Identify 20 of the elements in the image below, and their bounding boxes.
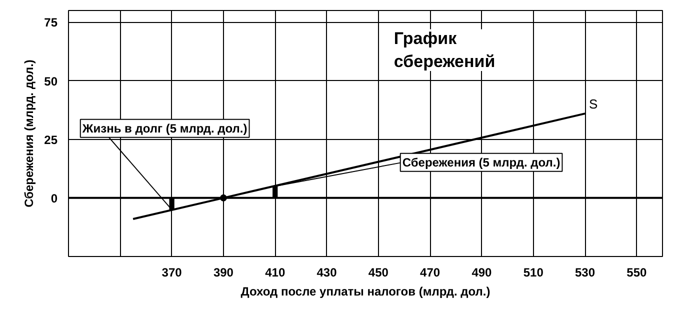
text: График сбережений xyxy=(394,29,496,72)
y-tick-label: 25 xyxy=(44,132,58,147)
annotation: Жизнь в долг (5 млрд. дол.) xyxy=(81,121,248,136)
x-tick-label: 550 xyxy=(626,266,648,280)
y-tick-label: 75 xyxy=(44,16,58,30)
x-tick-label: 450 xyxy=(368,266,389,280)
y-tick-label: 50 xyxy=(44,74,58,88)
y-tick-label: 0 xyxy=(50,191,58,206)
x-axis-title: Доход после уплаты налогов (млрд. дол.) xyxy=(240,284,490,298)
x-tick-label: 410 xyxy=(265,266,286,280)
series-label: S xyxy=(589,96,598,112)
x-tick-label: 430 xyxy=(316,266,338,280)
annotation: Сбережения (5 млрд. дол.) xyxy=(402,155,560,170)
x-tick-label: 390 xyxy=(213,266,234,280)
y-axis-title: Сбережения (млрд. дол.) xyxy=(22,60,36,208)
x-tick-label: 510 xyxy=(523,266,544,280)
x-tick-label: 370 xyxy=(162,266,182,280)
x-tick-label: 490 xyxy=(472,266,492,280)
x-tick-label: 470 xyxy=(420,266,440,280)
x-tick-label: 530 xyxy=(575,266,596,280)
